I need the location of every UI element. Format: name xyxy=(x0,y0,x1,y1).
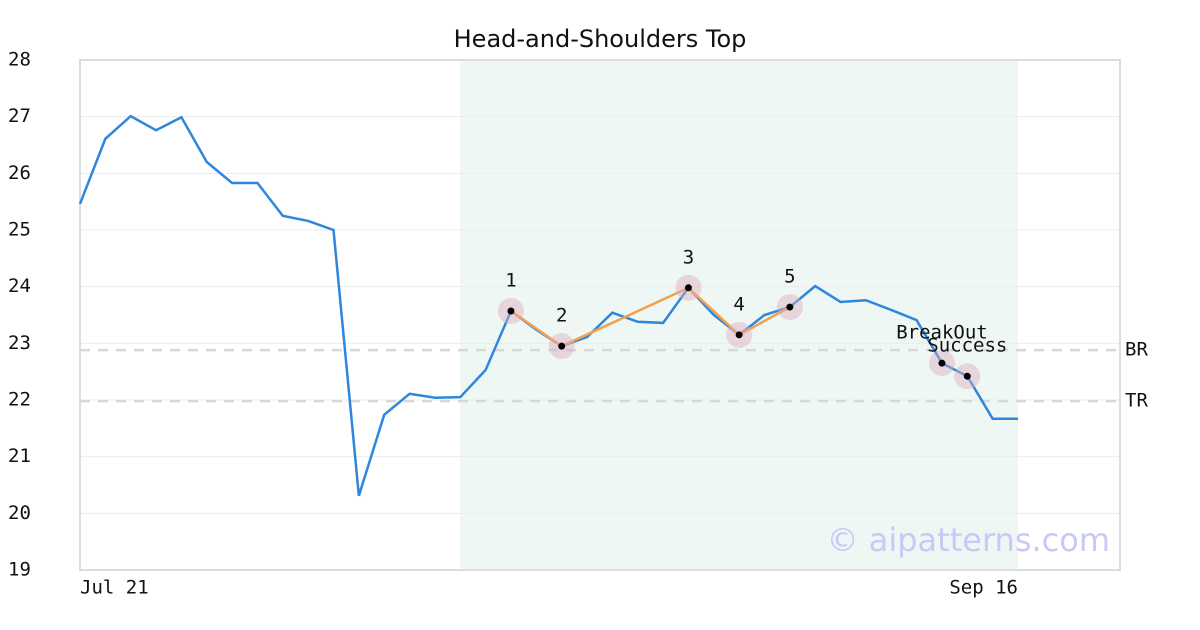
y-tick-label: 24 xyxy=(8,275,31,297)
pattern-label: 4 xyxy=(733,293,744,315)
watermark: © aipatterns.com xyxy=(827,521,1110,559)
y-tick-label: 22 xyxy=(8,389,31,411)
pattern-point-dot xyxy=(684,284,692,292)
level-label: TR xyxy=(1125,390,1148,412)
y-tick-label: 20 xyxy=(8,502,31,524)
plot-frame xyxy=(79,59,1121,571)
pattern-point-dot xyxy=(735,331,743,339)
y-tick-label: 27 xyxy=(8,105,31,127)
y-tick-label: 25 xyxy=(8,219,31,241)
signal-label: Success xyxy=(927,335,1007,357)
signal-label: BreakOut xyxy=(896,322,988,344)
pattern-label: 5 xyxy=(784,266,795,288)
pattern-point-dot xyxy=(786,303,794,311)
x-tick-label: Sep 16 xyxy=(949,577,1018,599)
y-tick-label: 23 xyxy=(8,332,31,354)
pattern-point-dot xyxy=(507,307,515,315)
y-tick-label: 26 xyxy=(8,162,31,184)
pattern-point-dot xyxy=(558,342,566,350)
chart-title: Head-and-Shoulders Top xyxy=(454,25,747,53)
y-tick-label: 21 xyxy=(8,445,31,467)
pattern-label: 3 xyxy=(683,246,694,268)
signal-point-dot xyxy=(963,372,971,380)
signal-point-dot xyxy=(938,359,946,367)
pattern-region xyxy=(460,60,1018,570)
level-label: BR xyxy=(1125,339,1148,361)
y-tick-label: 19 xyxy=(8,559,31,581)
x-tick-label: Jul 21 xyxy=(80,577,149,599)
pattern-label: 1 xyxy=(505,270,516,292)
pattern-label: 2 xyxy=(556,305,567,327)
y-tick-label: 28 xyxy=(8,49,31,71)
